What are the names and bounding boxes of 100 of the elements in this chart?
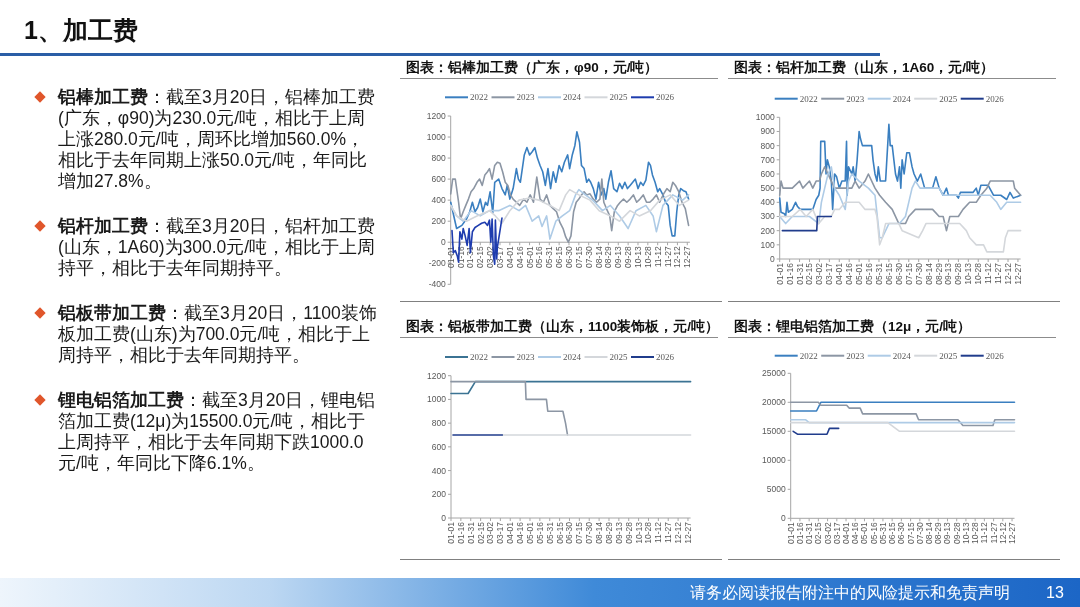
text: 13 [1046,583,1064,603]
x-tick-label: 06-15 [887,522,898,545]
x-tick-label: 07-15 [903,262,914,285]
legend-label: 2024 [563,92,582,103]
text: 请务必阅读报告附注中的风险提示和免责声明 [690,583,1010,603]
x-tick-label: 12-27 [1012,262,1023,285]
x-tick-label: 10-13 [632,245,643,268]
x-tick-label: 01-31 [794,262,805,285]
x-tick-label: 03-02 [485,245,496,268]
y-tick-label: 1000 [427,394,447,405]
x-tick-label: 06-30 [563,245,574,268]
y-tick-label: 10000 [762,455,786,466]
x-tick-label: 12-27 [682,245,693,268]
legend-label: 2024 [892,350,912,361]
x-tick-label: 06-15 [883,262,894,285]
text: 铝板带加工费：截至3月20日，1100装饰板加工费(山东)为700.0元/吨，相比于上周持平，相比于去年同期持平。 [58,303,378,366]
x-tick-label: 12-12 [673,521,684,544]
x-tick-label: 04-16 [515,521,526,544]
x-tick-label: 03-02 [485,521,496,544]
x-tick-label: 09-13 [613,245,624,268]
y-tick-label: 200 [431,216,446,227]
legend-label: 2025 [939,350,958,361]
x-tick-label: 09-13 [942,522,953,545]
x-tick-label: 06-30 [893,262,904,285]
y-tick-label: 600 [431,441,447,452]
legend-label: 2022 [799,350,818,361]
legend-label: 2026 [656,92,675,103]
x-tick-label: 05-01 [854,262,865,285]
line-series [449,130,690,237]
x-tick-label: 10-28 [970,522,981,545]
x-tick-label: 08-14 [923,262,934,285]
x-tick-label: 09-13 [613,521,624,544]
chart-title: 图表：铝板带加工费（山东，1100装饰板，元/吨） [406,318,720,336]
x-tick-label: 07-15 [905,522,916,545]
y-tick-label: -400 [428,279,446,290]
x-tick-label: 09-28 [951,522,962,545]
x-tick-label: 04-16 [850,522,861,545]
text: 1、加工费 [24,15,138,45]
x-tick-label: 01-31 [465,521,476,544]
line-series [778,123,1022,218]
x-tick-label: 09-28 [623,245,634,268]
x-tick-label: 12-27 [682,521,693,544]
x-tick-label: 05-16 [534,245,545,268]
x-tick-label: 12-12 [997,522,1008,545]
x-tick-label: 02-15 [475,521,486,544]
x-tick-label: 10-28 [643,521,654,544]
x-tick-label: 10-28 [973,262,984,285]
x-tick-label: 01-16 [784,262,795,285]
x-tick-label: 05-01 [859,522,870,545]
x-tick-label: 11-12 [653,521,664,544]
x-tick-label: 03-02 [822,522,833,545]
x-tick-label: 05-31 [544,245,555,268]
legend-label: 2024 [563,352,582,362]
x-tick-label: 01-16 [794,522,805,545]
y-tick-label: 800 [760,140,775,151]
y-tick-label: 400 [431,465,447,476]
x-tick-label: 05-31 [873,262,884,285]
legend-label: 2023 [516,92,535,103]
x-tick-label: 10-13 [963,262,974,285]
x-tick-label: 08-14 [594,521,605,544]
x-tick-label: 11-12 [983,262,994,285]
legend-label: 2023 [516,352,535,362]
line-series [450,380,569,436]
y-tick-label: -200 [428,258,446,269]
x-tick-label: 07-30 [914,522,925,545]
y-tick-label: 200 [760,225,775,236]
y-tick-label: 0 [780,513,786,524]
y-tick-label: 20000 [762,397,786,408]
x-tick-label: 01-01 [785,522,796,545]
y-tick-label: 600 [431,174,446,185]
legend-label: 2026 [656,352,675,362]
x-tick-label: 11-27 [663,521,674,544]
y-tick-label: 800 [431,153,446,164]
x-tick-label: 07-30 [913,262,924,285]
legend-label: 2026 [985,93,1005,104]
y-tick-label: 200 [431,489,447,500]
x-tick-label: 03-17 [824,262,835,285]
line-series [789,401,1016,427]
y-tick-label: 0 [440,237,446,248]
chart-title: 图表：锂电铝箔加工费（12μ，元/吨） [734,318,972,336]
x-tick-label: 04-01 [504,245,515,268]
x-tick-label: 12-12 [1003,262,1014,285]
x-tick-label: 06-30 [896,522,907,545]
x-tick-label: 11-27 [993,262,1004,285]
x-tick-label: 03-17 [831,522,842,545]
x-tick-label: 01-01 [445,245,456,268]
chart-title: 图表：铝棒加工费（广东，φ90，元/吨） [406,59,659,77]
x-tick-label: 04-16 [514,245,525,268]
x-tick-label: 09-28 [623,521,634,544]
x-tick-label: 02-15 [804,262,815,285]
x-tick-label: 08-29 [603,521,614,544]
y-tick-label: 1000 [755,112,775,123]
y-tick-label: 300 [760,211,775,222]
legend-label: 2022 [470,352,488,362]
y-tick-label: 400 [431,195,446,206]
x-tick-label: 05-01 [524,245,535,268]
x-tick-label: 08-29 [933,262,944,285]
x-tick-label: 07-15 [574,521,585,544]
y-tick-label: 0 [441,513,447,523]
x-tick-label: 08-29 [603,245,614,268]
